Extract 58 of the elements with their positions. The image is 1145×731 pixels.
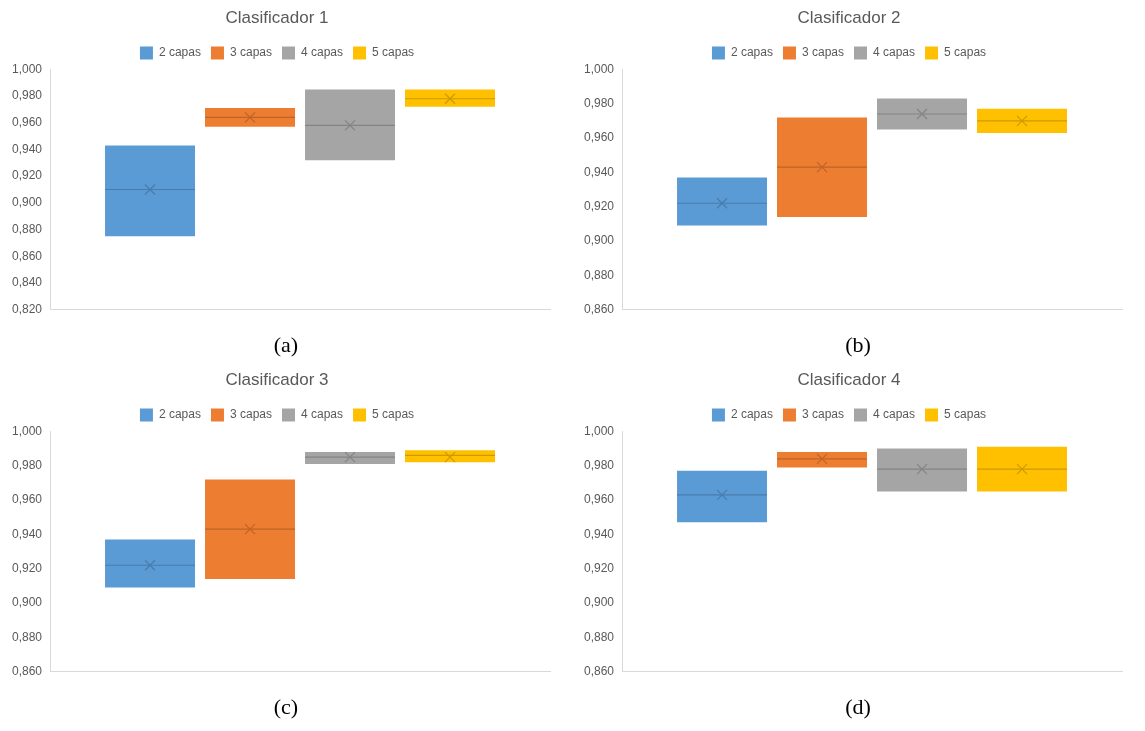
text: (d) [844,693,872,721]
legend-label: 5 capas [372,45,415,60]
y-tick-label: 0,980 [584,96,615,111]
legend-label: 4 capas [873,407,916,422]
legend-label: 2 capas [158,407,201,422]
y-tick-label: 1,000 [584,61,615,76]
text: (a) [272,331,300,359]
y-tick-label: 0,920 [584,560,615,575]
chart-title: Clasificador 2 [797,7,901,27]
chart-title: Clasificador 3 [225,369,329,389]
y-tick-label: 0,940 [12,141,43,156]
y-tick-label: 1,000 [584,423,615,438]
y-tick-label: 0,920 [584,198,615,213]
y-tick-label: 0,940 [12,526,43,541]
y-tick-label: 0,900 [584,595,615,610]
y-tick-label: 0,840 [12,275,43,290]
y-tick-label: 0,880 [12,221,43,236]
chart-title: Clasificador 4 [797,369,901,389]
y-tick-label: 0,900 [584,233,615,248]
legend-label: 3 capas [801,407,844,422]
y-tick-label: 0,960 [584,492,615,507]
y-tick-label: 0,860 [584,301,615,316]
y-tick-label: 0,820 [12,301,43,316]
legend-label: 2 capas [730,407,773,422]
legend-label: 4 capas [873,45,916,60]
legend-label: 4 capas [301,407,344,422]
y-tick-label: 0,940 [584,164,615,179]
y-tick-label: 0,980 [584,458,615,473]
y-tick-label: 0,940 [584,526,615,541]
y-tick-label: 0,900 [12,595,43,610]
text: (b) [844,331,872,359]
y-tick-label: 1,000 [12,61,43,76]
legend-label: 3 capas [801,45,844,60]
y-tick-label: 0,980 [12,458,43,473]
y-tick-label: 0,960 [584,130,615,145]
y-tick-label: 0,960 [12,492,43,507]
legend-label: 3 capas [229,407,272,422]
y-tick-label: 0,880 [584,629,615,644]
y-tick-label: 0,920 [12,560,43,575]
y-tick-label: 0,880 [584,267,615,282]
legend-label: 2 capas [730,45,773,60]
legend-label: 5 capas [944,407,987,422]
text: (c) [272,693,300,721]
y-tick-label: 0,860 [584,663,615,678]
legend-label: 5 capas [372,407,415,422]
y-tick-label: 0,980 [12,88,43,103]
legend-label: 4 capas [301,45,344,60]
y-tick-label: 0,960 [12,115,43,130]
legend-label: 5 capas [944,45,987,60]
y-tick-label: 0,900 [12,195,43,210]
y-tick-label: 1,000 [12,423,43,438]
y-tick-label: 0,920 [12,168,43,183]
y-tick-label: 0,860 [12,248,43,263]
legend-label: 2 capas [158,45,201,60]
y-tick-label: 0,860 [12,663,43,678]
y-tick-label: 0,880 [12,629,43,644]
chart-title: Clasificador 1 [225,7,329,27]
legend-label: 3 capas [229,45,272,60]
